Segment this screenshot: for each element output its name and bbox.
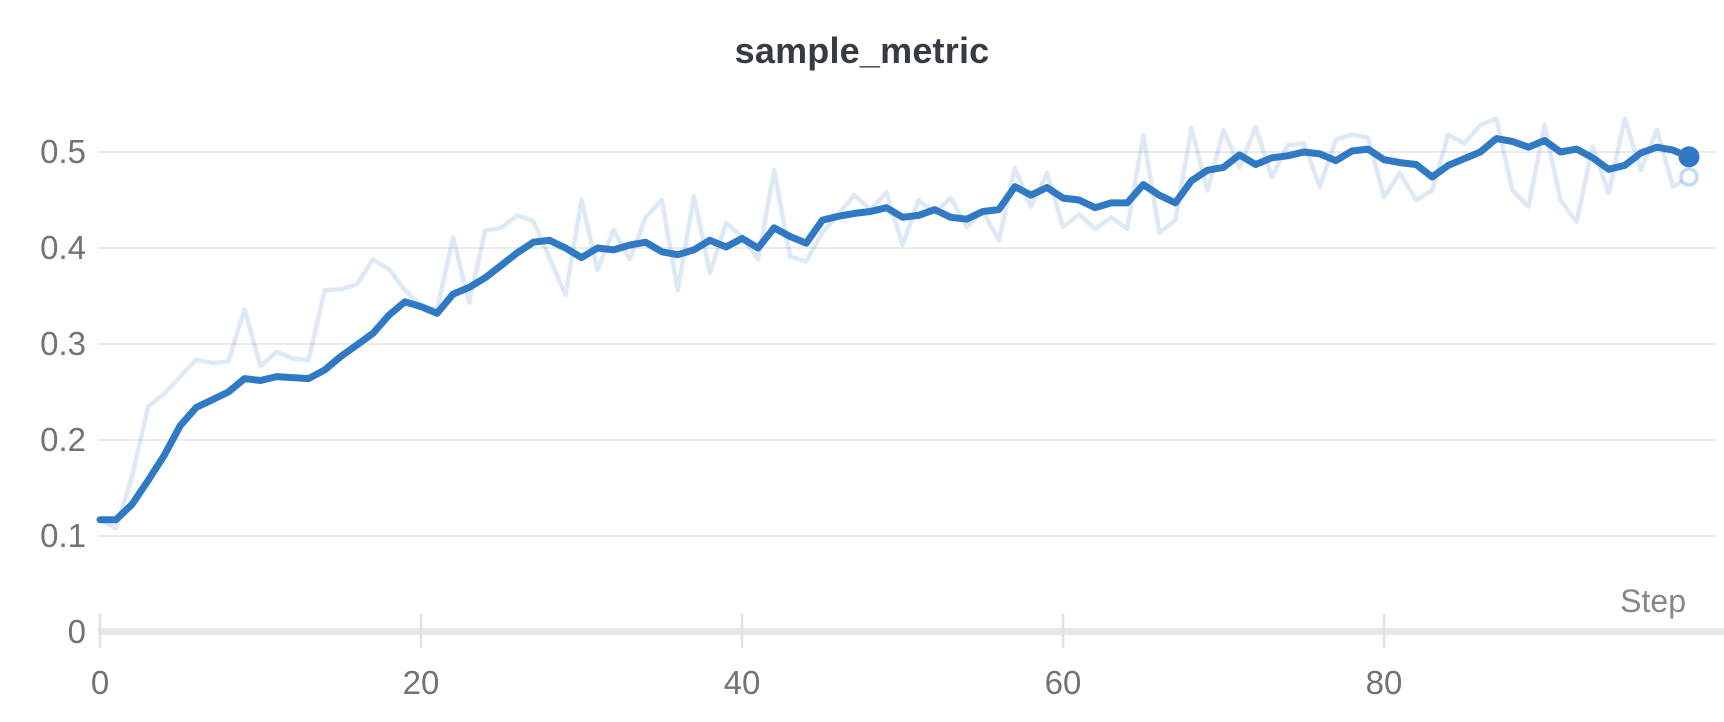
y-tick-label: 0.4 bbox=[40, 229, 86, 266]
x-tick-mark bbox=[740, 614, 744, 648]
x-tick-mark bbox=[1382, 614, 1386, 648]
x-tick-mark bbox=[419, 614, 423, 648]
y-tick-label: 0.1 bbox=[40, 517, 86, 554]
smoothed-series-line bbox=[96, 135, 1693, 524]
x-tick-label: 20 bbox=[403, 664, 440, 701]
x-axis-label: Step bbox=[1620, 583, 1686, 619]
raw-endpoint-ring bbox=[1679, 167, 1699, 187]
y-tick-label: 0.3 bbox=[40, 325, 86, 362]
smoothed-endpoint-dot bbox=[1678, 146, 1700, 168]
x-tick-mark bbox=[1061, 614, 1065, 648]
x-tick-label: 80 bbox=[1366, 664, 1403, 701]
x-tick-label: 0 bbox=[91, 664, 109, 701]
raw-series-line bbox=[97, 116, 1692, 531]
x-tick-label: 60 bbox=[1045, 664, 1082, 701]
y-tick-label: 0 bbox=[68, 613, 86, 650]
x-tick-mark bbox=[98, 614, 102, 648]
y-tick-label: 0.2 bbox=[40, 421, 86, 458]
y-tick-label: 0.5 bbox=[40, 133, 86, 170]
chart-title: sample_metric bbox=[734, 30, 990, 71]
x-axis-baseline bbox=[98, 628, 1724, 635]
x-tick-label: 40 bbox=[724, 664, 761, 701]
